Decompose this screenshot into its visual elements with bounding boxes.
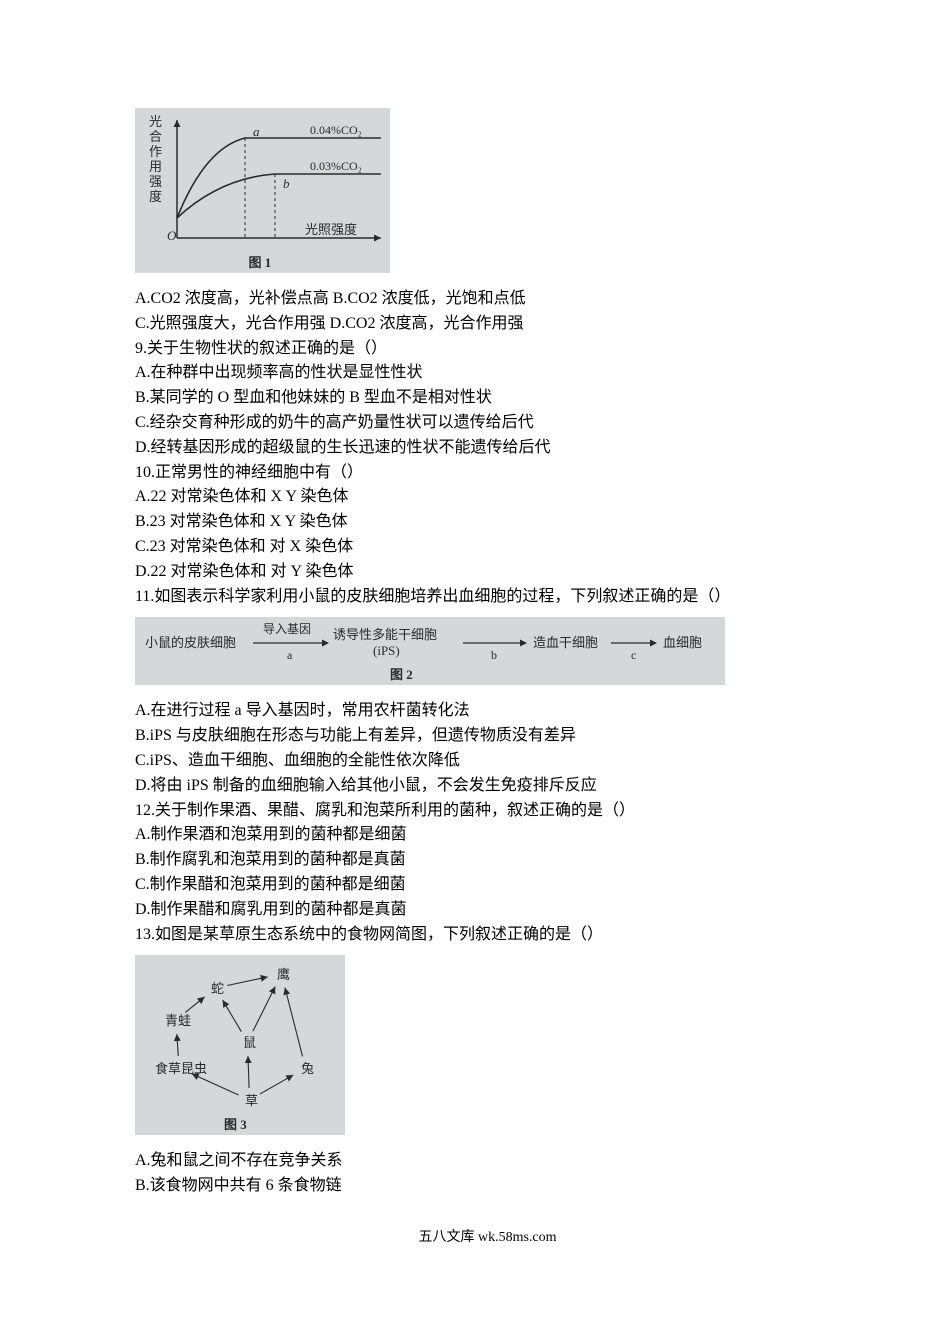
q9-stem: 9.关于生物性状的叙述正确的是（）	[135, 337, 840, 362]
svg-text:图 2: 图 2	[390, 667, 413, 682]
svg-text:c: c	[631, 648, 636, 662]
q11-option-d: D.将由 iPS 制备的血细胞输入给其他小鼠，不会发生免疫排斥反应	[135, 774, 840, 799]
q12-option-d: D.制作果醋和腐乳用到的菌种都是真菌	[135, 898, 840, 923]
svg-text:作: 作	[149, 144, 162, 159]
svg-text:导入基因: 导入基因	[263, 622, 311, 636]
q13-option-a: A.兔和鼠之间不存在竞争关系	[135, 1149, 840, 1174]
q9-option-a: A.在种群中出现频率高的性状是显性性状	[135, 361, 840, 386]
q12-option-c: C.制作果醋和泡菜用到的菌种都是细菌	[135, 873, 840, 898]
q9-option-b: B.某同学的 O 型血和他妹妹的 B 型血不是相对性状	[135, 386, 840, 411]
q13-stem: 13.如图是某草原生态系统中的食物网简图，下列叙述正确的是（）	[135, 923, 840, 948]
svg-text:合: 合	[149, 129, 162, 144]
svg-text:鹰: 鹰	[277, 967, 290, 982]
q8-option-cd: C.光照强度大，光合作用强 D.CO2 浓度高，光合作用强	[135, 312, 840, 337]
figure-3: 草 食草昆虫 兔 鼠 青蛙 蛇 鹰图 3	[135, 955, 840, 1135]
svg-text:鼠: 鼠	[243, 1035, 256, 1050]
svg-text:O: O	[167, 228, 177, 243]
svg-text:青蛙: 青蛙	[165, 1013, 191, 1028]
figure-3-svg: 草 食草昆虫 兔 鼠 青蛙 蛇 鹰图 3	[135, 955, 345, 1135]
svg-text:小鼠的皮肤细胞: 小鼠的皮肤细胞	[145, 635, 236, 650]
svg-text:图 1: 图 1	[249, 255, 272, 270]
svg-text:造血干细胞: 造血干细胞	[533, 635, 598, 650]
q12-stem: 12.关于制作果酒、果醋、腐乳和泡菜所利用的菌种，叙述正确的是（）	[135, 799, 840, 824]
q11-stem: 11.如图表示科学家利用小鼠的皮肤细胞培养出血细胞的过程，下列叙述正确的是（）	[135, 585, 840, 610]
svg-text:用: 用	[149, 159, 162, 174]
svg-text:a: a	[253, 124, 260, 139]
q10-option-d: D.22 对常染色体和 对 Y 染色体	[135, 560, 840, 585]
figure-2: 小鼠的皮肤细胞 诱导性多能干细胞(iPS) 造血干细胞 血细胞 导入基因 a b c 图 2	[135, 617, 840, 685]
q10-stem: 10.正常男性的神经细胞中有（）	[135, 461, 840, 486]
q10-option-a: A.22 对常染色体和 X Y 染色体	[135, 485, 840, 510]
q11-option-b: B.iPS 与皮肤细胞在形态与功能上有差异，但遗传物质没有差异	[135, 724, 840, 749]
q9-option-d: D.经转基因形成的超级鼠的生长迅速的性状不能遗传给后代	[135, 436, 840, 461]
q13-option-b: B.该食物网中共有 6 条食物链	[135, 1174, 840, 1199]
svg-text:b: b	[491, 648, 497, 662]
svg-text:图 3: 图 3	[224, 1117, 247, 1132]
svg-text:0.03%CO₂: 0.03%CO₂	[310, 159, 362, 173]
svg-text:食草昆虫: 食草昆虫	[155, 1061, 207, 1076]
q10-option-b: B.23 对常染色体和 X Y 染色体	[135, 510, 840, 535]
svg-text:b: b	[283, 176, 290, 191]
svg-text:(iPS): (iPS)	[373, 643, 400, 658]
svg-text:0.04%CO₂: 0.04%CO₂	[310, 123, 362, 137]
q12-option-a: A.制作果酒和泡菜用到的菌种都是细菌	[135, 823, 840, 848]
svg-text:诱导性多能干细胞: 诱导性多能干细胞	[333, 627, 437, 642]
svg-text:草: 草	[245, 1093, 258, 1108]
svg-text:兔: 兔	[301, 1061, 314, 1076]
q8-option-ab: A.CO2 浓度高，光补偿点高 B.CO2 浓度低，光饱和点低	[135, 287, 840, 312]
svg-text:度: 度	[149, 189, 162, 204]
svg-text:蛇: 蛇	[211, 981, 224, 996]
svg-text:光照强度: 光照强度	[305, 222, 357, 237]
figure-1: a b 0.04%CO₂ 0.03%CO₂ 光照强度 O 光合作用强度图 1	[135, 108, 840, 273]
q12-option-b: B.制作腐乳和泡菜用到的菌种都是真菌	[135, 848, 840, 873]
q11-option-a: A.在进行过程 a 导入基因时，常用农杆菌转化法	[135, 699, 840, 724]
figure-1-svg: a b 0.04%CO₂ 0.03%CO₂ 光照强度 O 光合作用强度图 1	[135, 108, 390, 273]
q9-option-c: C.经杂交育种形成的奶牛的高产奶量性状可以遗传给后代	[135, 411, 840, 436]
figure-2-svg: 小鼠的皮肤细胞 诱导性多能干细胞(iPS) 造血干细胞 血细胞 导入基因 a b c 图 2	[135, 617, 725, 685]
svg-text:强: 强	[149, 174, 162, 189]
q11-option-c: C.iPS、造血干细胞、血细胞的全能性依次降低	[135, 749, 840, 774]
svg-text:a: a	[287, 648, 293, 662]
page-footer: 五八文库 wk.58ms.com	[135, 1227, 840, 1249]
svg-text:血细胞: 血细胞	[663, 635, 702, 650]
q10-option-c: C.23 对常染色体和 对 X 染色体	[135, 535, 840, 560]
svg-text:光: 光	[149, 114, 162, 129]
